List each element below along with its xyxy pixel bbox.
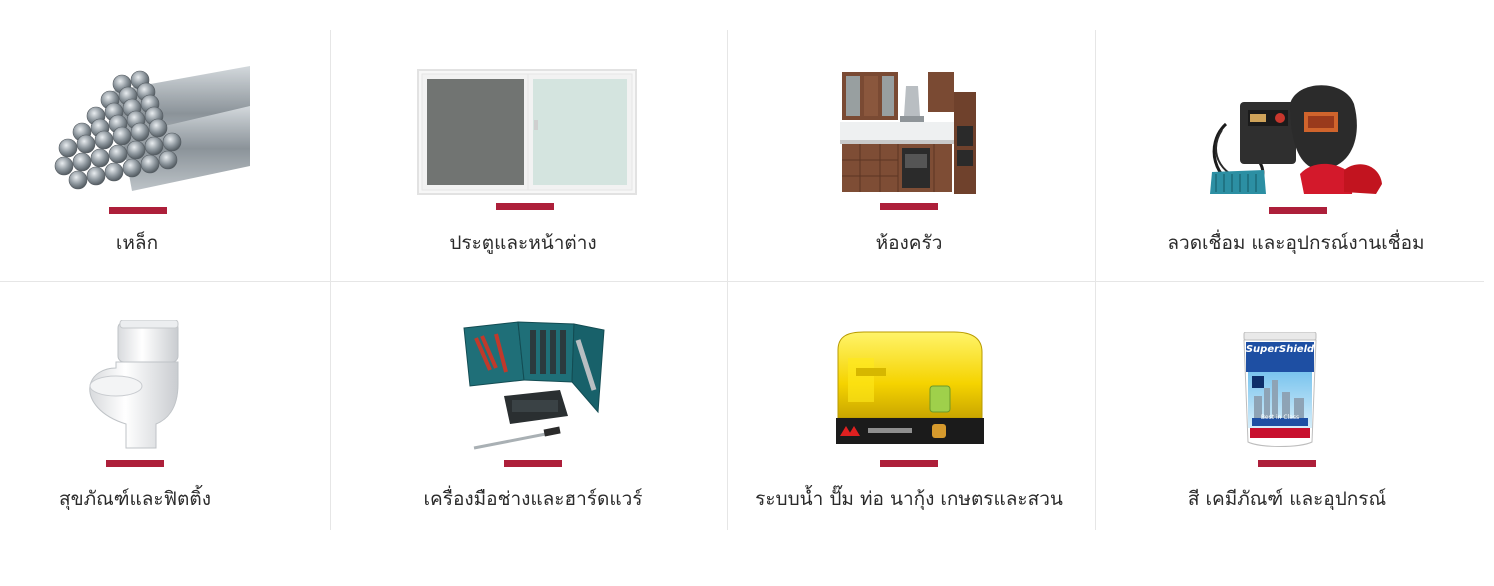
accent-bar <box>106 460 164 467</box>
accent-bar <box>504 460 562 467</box>
divider <box>330 30 331 530</box>
accent-bar <box>880 460 938 467</box>
divider <box>0 281 1484 282</box>
category-label: ประตูและหน้าต่าง <box>449 232 597 254</box>
category-label: ระบบน้ำ ปั๊ม ท่อ นากุ้ง เกษตรและสวน <box>755 488 1063 510</box>
accent-bar <box>880 203 938 210</box>
accent-bar <box>1269 207 1327 214</box>
category-label: สุขภัณฑ์และฟิตติ้ง <box>58 488 211 510</box>
paint-brand-text: SuperShield <box>1245 344 1315 355</box>
divider <box>1095 30 1096 530</box>
paint-bucket-image <box>1243 332 1317 447</box>
category-grid: เหล็ก ประตูและหน้าต่าง <box>0 30 1494 530</box>
category-label: ห้องครัว <box>875 232 943 254</box>
category-label: เหล็ก <box>115 232 159 254</box>
toilet-image <box>89 320 179 449</box>
accent-bar <box>109 207 167 214</box>
water-pump-image <box>836 331 984 444</box>
accent-bar <box>496 203 554 210</box>
category-label: เครื่องมือช่างและฮาร์ดแวร์ <box>423 488 643 510</box>
kitchen-image <box>840 70 976 196</box>
paint-tagline-text: Best in Class <box>1260 414 1300 421</box>
welding-equipment-image <box>1204 74 1384 196</box>
window-image <box>417 69 637 195</box>
divider <box>727 30 728 530</box>
toolkit-image <box>460 320 606 454</box>
steel-rebar-image <box>52 66 250 198</box>
category-label: ลวดเชื่อม และอุปกรณ์งานเชื่อม <box>1167 232 1425 254</box>
category-label: สี เคมีภัณฑ์ และอุปกรณ์ <box>1187 488 1387 510</box>
accent-bar <box>1258 460 1316 467</box>
